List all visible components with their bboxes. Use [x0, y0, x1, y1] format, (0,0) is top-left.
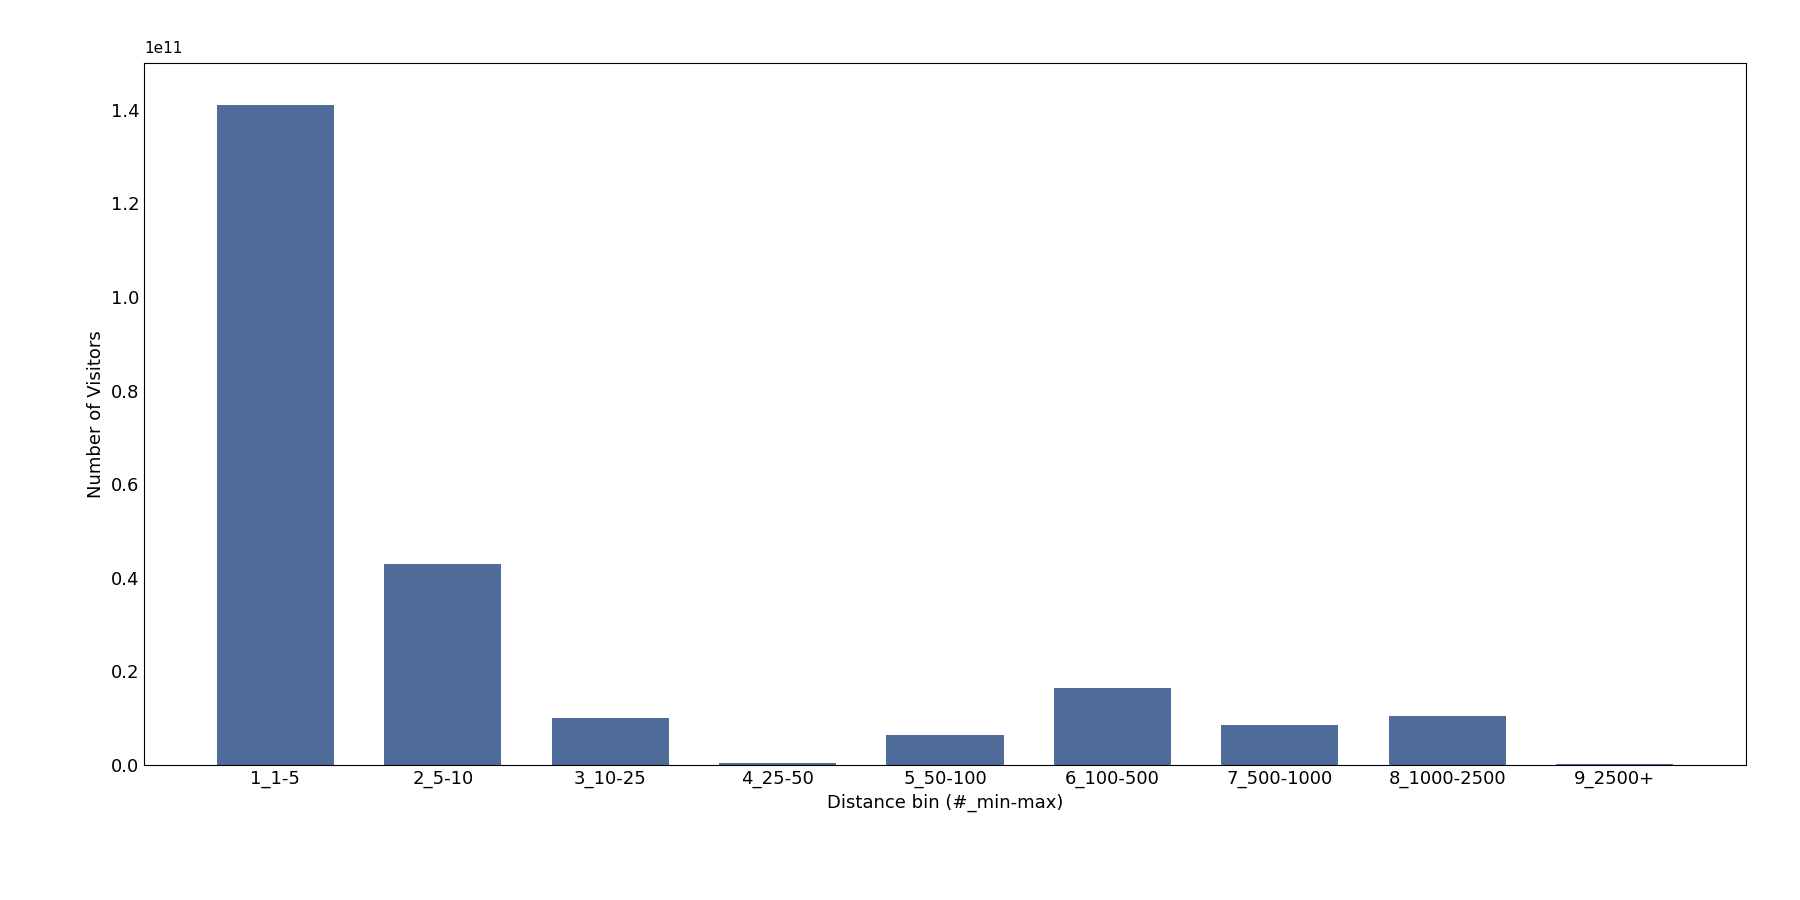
X-axis label: Distance bin (#_min-max): Distance bin (#_min-max): [826, 794, 1064, 812]
Bar: [1388, 716, 1507, 765]
Bar: [1555, 764, 1674, 765]
Bar: [383, 563, 502, 765]
Bar: [1220, 725, 1339, 765]
Bar: [1053, 688, 1172, 765]
Bar: [551, 718, 670, 765]
Y-axis label: Number of Visitors: Number of Visitors: [86, 330, 104, 498]
Bar: [886, 734, 1004, 765]
Bar: [718, 762, 837, 765]
Bar: [216, 105, 335, 765]
Text: 1e11: 1e11: [144, 41, 182, 56]
